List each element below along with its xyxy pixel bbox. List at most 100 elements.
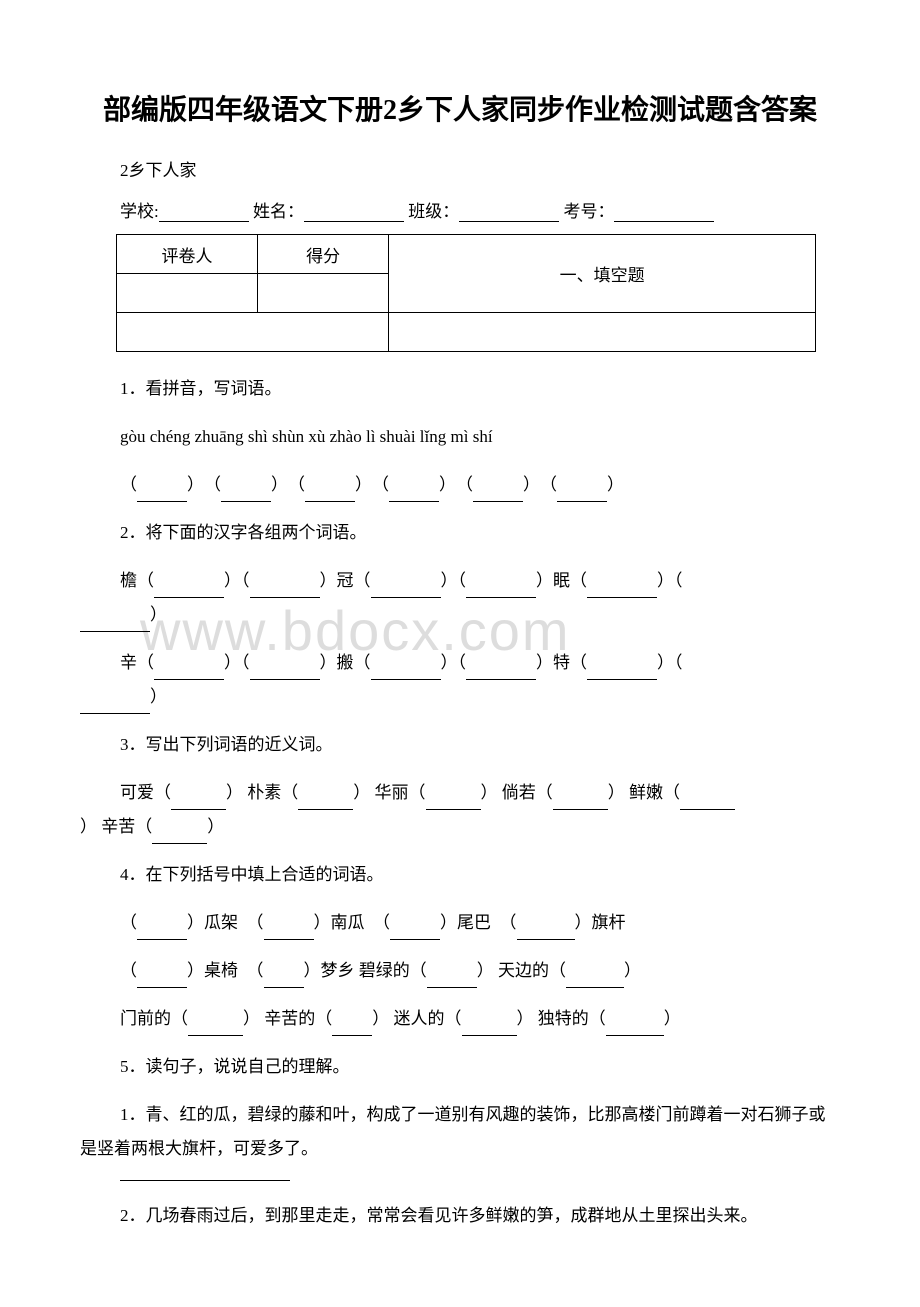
q4-blank <box>390 921 440 940</box>
q2-text: 檐（ <box>120 571 154 590</box>
q2-blank <box>250 661 320 680</box>
q1-blank <box>137 483 187 502</box>
q3-blank <box>680 791 735 810</box>
q2-text: ）（ <box>657 571 683 590</box>
q4-text: ）尾巴 （ <box>440 913 517 932</box>
q2-text: ）冠（ <box>320 571 371 590</box>
q1-stem: 1．看拼音，写词语。 <box>80 372 840 406</box>
q3-text: ） <box>207 817 224 836</box>
q4-text: ） <box>624 961 641 980</box>
page-title: 部编版四年级语文下册2乡下人家同步作业检测试题含答案 <box>80 90 840 132</box>
q2-text: ）搬（ <box>320 653 371 672</box>
q4-blank <box>137 969 187 988</box>
q2-blank <box>250 579 320 598</box>
th-scorer: 评卷人 <box>117 235 258 274</box>
score-table: 评卷人 得分 一、填空题 <box>116 234 816 352</box>
q3-blank <box>553 791 608 810</box>
q3-stem: 3．写出下列词语的近义词。 <box>80 728 840 762</box>
q4-text: ） 迷人的（ <box>372 1009 461 1028</box>
exam-blank <box>614 203 714 222</box>
q2-blank <box>466 579 536 598</box>
q2-blank <box>466 661 536 680</box>
q4-text: ）瓜架 （ <box>187 913 264 932</box>
q4-blank <box>264 921 314 940</box>
q1-blank <box>221 483 271 502</box>
q2-blank <box>80 695 150 714</box>
school-blank <box>159 203 249 222</box>
exam-label: 考号： <box>563 202 614 221</box>
q2-text: ）（ <box>224 653 250 672</box>
class-blank <box>459 203 559 222</box>
q1-blank <box>389 483 439 502</box>
q4-text: ） 独特的（ <box>517 1009 606 1028</box>
q4-blank <box>462 1017 517 1036</box>
q4-text: 门前的（ <box>120 1009 188 1028</box>
q2-text: ）眠（ <box>536 571 587 590</box>
q4-line2: （）桌椅 （）梦乡 碧绿的（） 天边的（） <box>80 954 840 988</box>
q2-line1: 檐（ ）（ ）冠（ ）（ ）眠（ ）（ ） <box>80 564 840 632</box>
info-line: 学校: 姓名： 班级： 考号： <box>80 197 840 222</box>
table-row: 评卷人 得分 一、填空题 <box>117 235 816 274</box>
q4-text: ） 天边的（ <box>477 961 566 980</box>
q1-pinyin: gòu chéng zhuāng shì shùn xù zhào lì shu… <box>80 420 840 454</box>
q5-s2: 2．几场春雨过后，到那里走走，常常会看见许多鲜嫩的笋，成群地从土里探出头来。 <box>80 1199 840 1233</box>
q5-stem: 5．读句子，说说自己的理解。 <box>80 1050 840 1084</box>
answer-line <box>120 1180 290 1181</box>
name-label: 姓名： <box>253 202 304 221</box>
td-blank <box>117 313 389 352</box>
q3-text: ） 鲜嫩（ <box>608 783 680 802</box>
q2-text: ）特（ <box>536 653 587 672</box>
td-scorer-blank <box>117 274 258 313</box>
q2-text: ）（ <box>441 653 467 672</box>
q2-text: ）（ <box>657 653 683 672</box>
q3-blank <box>426 791 481 810</box>
table-row <box>117 313 816 352</box>
q2-blank <box>154 579 224 598</box>
td-score-blank <box>258 274 389 313</box>
q4-text: ） 辛苦的（ <box>243 1009 332 1028</box>
subtitle: 2乡下人家 <box>80 156 840 181</box>
q2-text: ）（ <box>441 571 467 590</box>
q1-blank <box>305 483 355 502</box>
q4-line3: 门前的（ ） 辛苦的（ ） 迷人的（ ） 独特的（ ） <box>80 1002 840 1036</box>
q4-blank <box>517 921 575 940</box>
q3-blank <box>152 825 207 844</box>
q5-s1: 1．青、红的瓜，碧绿的藤和叶，构成了一道别有风趣的装饰，比那高楼门前蹲着一对石狮… <box>80 1098 840 1166</box>
q3-text: 可爱（ <box>120 783 171 802</box>
q4-blank <box>332 1017 372 1036</box>
q2-blank <box>154 661 224 680</box>
q2-blank <box>371 661 441 680</box>
q4-stem: 4．在下列括号中填上合适的词语。 <box>80 858 840 892</box>
q2-blank <box>80 613 150 632</box>
q4-blank <box>188 1017 243 1036</box>
q4-blank <box>566 969 624 988</box>
q2-text: ） <box>150 605 167 624</box>
q4-blank <box>427 969 477 988</box>
q3-line: 可爱（） 朴素（） 华丽（） 倘若（） 鲜嫩（） 辛苦（） <box>80 776 840 844</box>
q1-blanks: （） （） （） （） （） （） <box>80 468 840 502</box>
q1-blank <box>473 483 523 502</box>
q2-text: ） <box>150 687 167 706</box>
q2-blank <box>587 661 657 680</box>
q3-text: ） 倘若（ <box>481 783 553 802</box>
q2-blank <box>371 579 441 598</box>
class-label: 班级： <box>408 202 459 221</box>
q4-text: ）旗杆 <box>575 913 626 932</box>
q2-stem: 2．将下面的汉字各组两个词语。 <box>80 516 840 550</box>
q4-line1: （）瓜架 （）南瓜 （）尾巴 （）旗杆 <box>80 906 840 940</box>
section-title: 一、填空题 <box>389 235 816 313</box>
q2-text: 辛（ <box>120 653 154 672</box>
q3-blank <box>298 791 353 810</box>
q2-line2: 辛（ ）（ ）搬（ ）（ ）特（ ）（ ） <box>80 646 840 714</box>
q2-text: ）（ <box>224 571 250 590</box>
q4-blank <box>137 921 187 940</box>
q4-text: ）桌椅 （ <box>187 961 264 980</box>
q4-blank <box>264 969 304 988</box>
td-blank <box>389 313 816 352</box>
th-score: 得分 <box>258 235 389 274</box>
q2-blank <box>587 579 657 598</box>
q4-text: （ <box>120 913 137 932</box>
q4-text: （ <box>120 961 137 980</box>
q4-text: ） <box>664 1009 681 1028</box>
q1-blank <box>557 483 607 502</box>
